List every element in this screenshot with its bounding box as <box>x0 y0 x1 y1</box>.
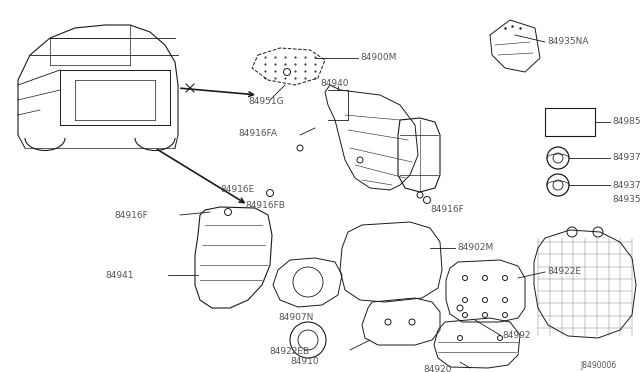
Text: 84940: 84940 <box>320 78 349 87</box>
Text: 84916F: 84916F <box>430 205 464 215</box>
Text: 84937+A: 84937+A <box>612 180 640 189</box>
Circle shape <box>417 192 423 198</box>
Text: 84916F: 84916F <box>115 211 148 219</box>
Text: 84910: 84910 <box>290 357 319 366</box>
Text: 84935N: 84935N <box>612 196 640 205</box>
Circle shape <box>385 319 391 325</box>
Circle shape <box>357 157 363 163</box>
Circle shape <box>483 312 488 317</box>
Text: 84951G: 84951G <box>248 97 284 106</box>
Circle shape <box>424 196 431 203</box>
Circle shape <box>483 298 488 302</box>
Text: 84922E: 84922E <box>547 267 581 276</box>
Text: 84992: 84992 <box>502 330 531 340</box>
Text: 84937: 84937 <box>612 154 640 163</box>
Text: 84922EB: 84922EB <box>270 347 310 356</box>
Circle shape <box>497 336 502 340</box>
Text: J8490006: J8490006 <box>580 360 616 369</box>
Text: 84900M: 84900M <box>360 54 396 62</box>
Circle shape <box>458 336 463 340</box>
Text: 84935NA: 84935NA <box>547 38 589 46</box>
Text: 84941: 84941 <box>106 270 134 279</box>
Circle shape <box>502 276 508 280</box>
Text: 84907N: 84907N <box>278 314 314 323</box>
Text: 84920: 84920 <box>424 366 452 372</box>
Circle shape <box>409 319 415 325</box>
Text: 84902M: 84902M <box>457 244 493 253</box>
Circle shape <box>225 208 232 215</box>
Text: 84916FA: 84916FA <box>238 128 277 138</box>
Circle shape <box>463 312 467 317</box>
Text: 84916FB: 84916FB <box>245 201 285 209</box>
Text: 84985M: 84985M <box>612 118 640 126</box>
Text: 84916E: 84916E <box>220 186 254 195</box>
Circle shape <box>463 298 467 302</box>
Circle shape <box>463 276 467 280</box>
Circle shape <box>297 145 303 151</box>
Bar <box>545 108 595 136</box>
Circle shape <box>502 312 508 317</box>
Circle shape <box>502 298 508 302</box>
Circle shape <box>483 276 488 280</box>
Circle shape <box>266 189 273 196</box>
Circle shape <box>457 305 463 311</box>
Circle shape <box>284 68 291 76</box>
